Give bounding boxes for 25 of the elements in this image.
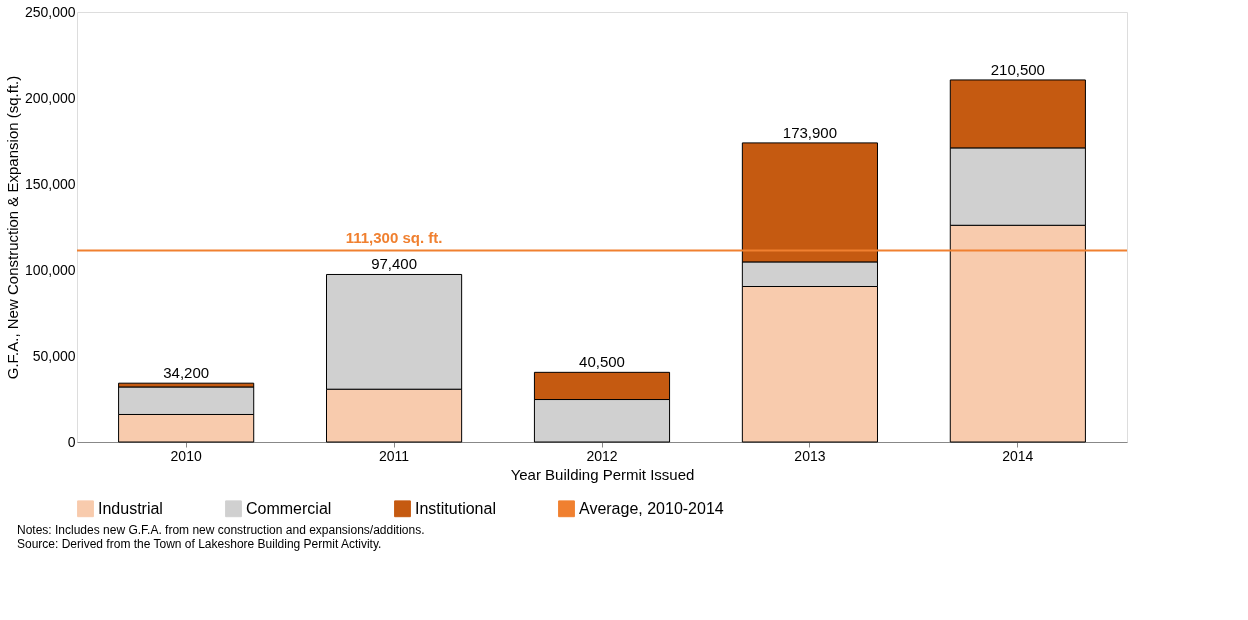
x-tick-label: 2013 <box>794 447 826 464</box>
x-tick-label: 2012 <box>586 447 618 464</box>
total-label: 34,200 <box>163 364 210 382</box>
annotation: 111,300 sq. ft. <box>345 228 443 246</box>
x-tick-label: 2011 <box>379 447 410 464</box>
total-label: 97,400 <box>371 255 418 273</box>
y-tick-label: 200,000 <box>24 89 76 106</box>
total-label: 210,500 <box>990 60 1045 78</box>
legend-label: Institutional <box>415 499 496 517</box>
x-tick-label: 2014 <box>1002 447 1034 464</box>
total-label: 173,900 <box>782 123 838 141</box>
y-tick-label: 50,000 <box>32 347 76 364</box>
y-tick-label: 150,000 <box>24 175 76 192</box>
total-label: 40,500 <box>579 353 625 371</box>
text: Notes: Includes new G.F.A. from new construction and expansions/additions. <box>17 523 425 537</box>
y-tick-label: 100,000 <box>24 261 76 278</box>
legend-label: Industrial <box>98 499 163 517</box>
x-axis-title: Year Building Permit Issued <box>510 465 695 483</box>
y-tick-label: 0 <box>67 433 76 450</box>
y-axis-title: G.F.A., New Construction & Expansion (sq.ft.) <box>3 75 21 380</box>
source-note: Source: Derived from the Town of Lakeshore Building Permit Activity. <box>17 537 382 551</box>
legend-label: Commercial <box>246 499 332 517</box>
legend-label: Average, 2010-2014 <box>579 499 724 517</box>
y-tick-label: 250,000 <box>24 3 76 20</box>
x-tick-label: 2010 <box>170 447 202 464</box>
